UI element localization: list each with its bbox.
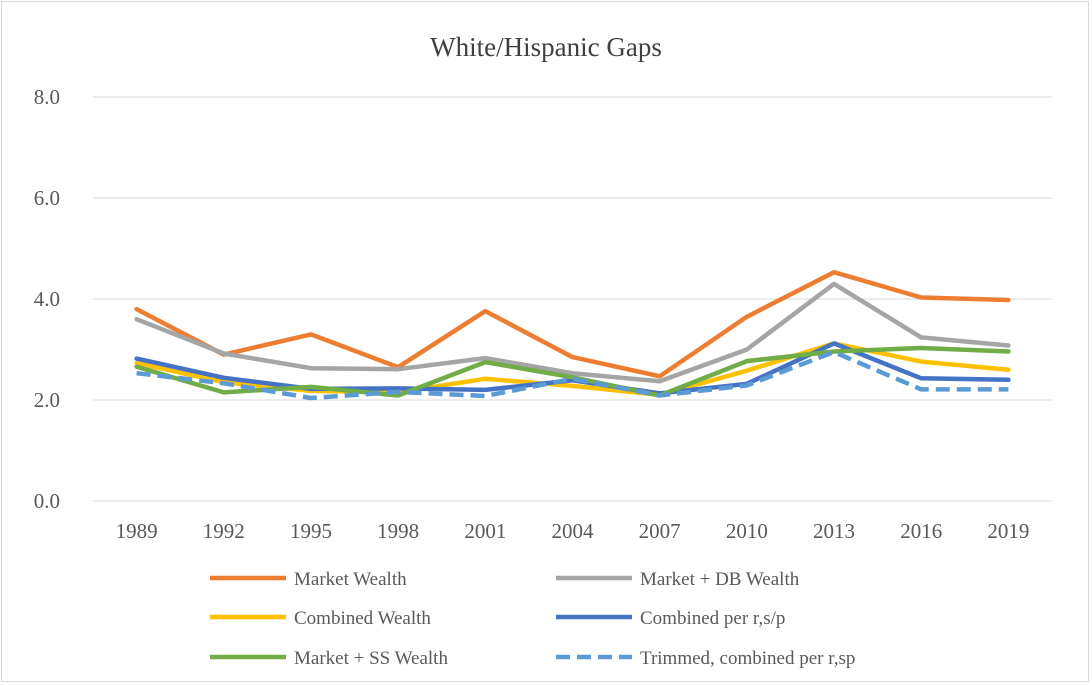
x-tick-label: 1998	[377, 519, 419, 543]
y-tick-label: 8.0	[34, 85, 60, 109]
series-line-5	[134, 345, 1011, 398]
y-tick-label: 6.0	[34, 186, 60, 210]
gridlines	[93, 96, 1052, 502]
x-tick-label: 2007	[639, 519, 681, 543]
y-tick-label: 4.0	[34, 287, 60, 311]
series-line-1	[134, 269, 1011, 379]
x-tick-label: 1992	[203, 519, 245, 543]
legend-label-5: Market + SS Wealth	[294, 648, 448, 669]
legend-label-3: Combined Wealth	[294, 608, 431, 629]
x-tick-label: 2013	[813, 519, 855, 543]
x-tick-label: 2019	[987, 519, 1029, 543]
y-tick-label: 2.0	[34, 388, 60, 412]
x-tick-label: 2016	[900, 519, 942, 543]
x-tick-label: 2001	[464, 519, 506, 543]
series-line-2	[134, 281, 1011, 384]
series-line-6	[136, 349, 1009, 401]
legend-label-4: Combined per r,s/p	[640, 608, 785, 629]
legend-label-6: Trimmed, combined per r,sp	[640, 648, 855, 669]
legend-label-2: Market + DB Wealth	[640, 569, 800, 590]
x-tick-label: 2004	[552, 519, 595, 543]
legend: Market Wealth Market + DB Wealth Combined …	[210, 569, 855, 669]
x-tick-label: 1995	[290, 519, 332, 543]
series-lines	[134, 269, 1011, 401]
x-axis-tick-labels: 1989 1992 1995 1998 2001 2004 2007 2010 2013 2016…	[116, 519, 1030, 543]
legend-label-1: Market Wealth	[294, 569, 407, 590]
x-tick-label: 1989	[116, 519, 158, 543]
y-tick-label: 0.0	[34, 489, 60, 513]
x-tick-label: 2010	[726, 519, 768, 543]
series-line-4	[134, 341, 1011, 396]
y-axis-tick-labels: 0.0 2.0 4.0 6.0 8.0	[34, 85, 60, 513]
chart-title: White/Hispanic Gaps	[430, 32, 662, 62]
